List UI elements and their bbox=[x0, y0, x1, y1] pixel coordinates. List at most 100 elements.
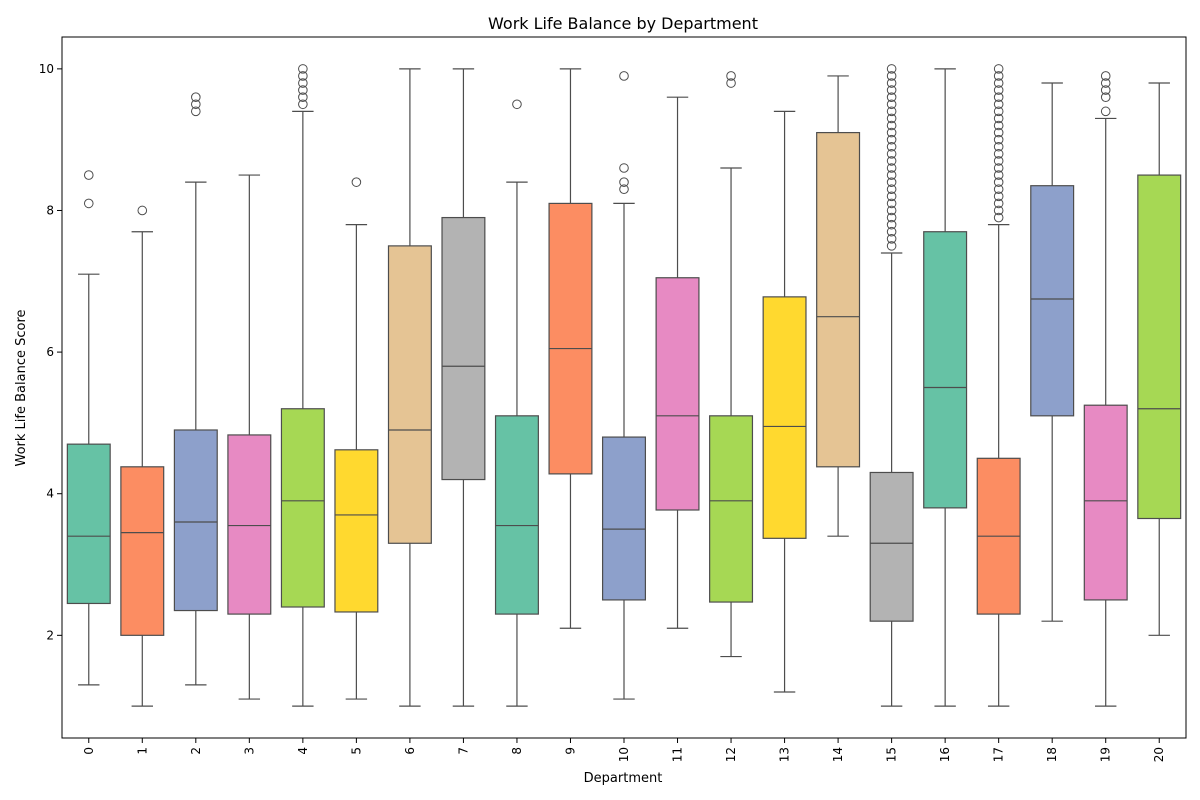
outlier-point bbox=[1100, 106, 1111, 117]
box-group-7 bbox=[441, 68, 486, 707]
x-tick-label: 7 bbox=[456, 747, 470, 755]
x-tick-label: 13 bbox=[778, 747, 792, 762]
outlier-point bbox=[886, 71, 897, 81]
box-group-3 bbox=[227, 174, 272, 700]
box-group-13 bbox=[762, 110, 807, 693]
outlier-point bbox=[886, 113, 897, 124]
outlier-point bbox=[886, 99, 897, 110]
outlier-point bbox=[886, 149, 897, 159]
box-group-5 bbox=[334, 177, 379, 700]
outlier-point bbox=[351, 177, 362, 187]
outlier-point bbox=[886, 78, 897, 88]
box-group-20 bbox=[1137, 82, 1182, 636]
outlier-point bbox=[993, 120, 1004, 131]
outlier-point bbox=[886, 163, 897, 173]
outlier-point bbox=[993, 64, 1004, 74]
outlier-point bbox=[993, 205, 1004, 216]
outlier-point bbox=[886, 85, 897, 95]
outlier-point bbox=[886, 92, 897, 102]
box-group-19 bbox=[1083, 71, 1128, 707]
box-group-12 bbox=[709, 71, 754, 658]
outlier-point bbox=[1100, 78, 1111, 88]
outlier-point bbox=[886, 106, 897, 117]
outlier-point bbox=[886, 184, 897, 195]
box-iqr bbox=[655, 277, 700, 511]
outlier-point bbox=[993, 177, 1004, 187]
box-group-2 bbox=[173, 92, 218, 686]
y-tick-label: 6 bbox=[46, 345, 54, 359]
outlier-point bbox=[886, 134, 897, 145]
outlier-point bbox=[993, 163, 1004, 173]
y-tick-label: 10 bbox=[39, 62, 54, 76]
outlier-point bbox=[886, 219, 897, 230]
x-tick-label: 16 bbox=[938, 747, 952, 762]
box-iqr bbox=[1083, 404, 1128, 601]
outlier-point bbox=[993, 106, 1004, 117]
box-iqr bbox=[762, 296, 807, 539]
outlier-point bbox=[191, 99, 201, 110]
box-group-14 bbox=[816, 75, 861, 537]
box-iqr bbox=[816, 131, 861, 468]
outlier-point bbox=[993, 156, 1004, 166]
x-tick-label: 10 bbox=[617, 747, 631, 762]
outlier-point bbox=[993, 141, 1004, 152]
box-iqr bbox=[66, 443, 111, 605]
x-tick-label: 8 bbox=[510, 747, 524, 755]
y-tick-label: 8 bbox=[46, 203, 54, 217]
outlier-point bbox=[726, 78, 736, 88]
y-axis-title: Work Life Balance Score bbox=[14, 309, 29, 466]
outlier-point bbox=[298, 78, 308, 88]
outlier-point bbox=[298, 64, 308, 74]
outlier-point bbox=[993, 85, 1004, 95]
box-group-4 bbox=[280, 64, 325, 707]
outlier-point bbox=[886, 156, 897, 166]
outlier-point bbox=[886, 205, 897, 216]
x-tick-label: 3 bbox=[242, 747, 256, 755]
outlier-point bbox=[726, 71, 736, 81]
outlier-point bbox=[886, 191, 897, 202]
outlier-point bbox=[993, 170, 1004, 180]
outlier-point bbox=[993, 78, 1004, 88]
outlier-point bbox=[993, 149, 1004, 159]
box-group-16 bbox=[923, 68, 968, 707]
box-iqr bbox=[869, 471, 914, 622]
outlier-point bbox=[298, 92, 308, 102]
box-iqr bbox=[280, 408, 325, 608]
x-tick-label: 12 bbox=[724, 747, 738, 762]
outlier-point bbox=[886, 170, 897, 180]
box-iqr bbox=[173, 429, 218, 612]
outlier-point bbox=[886, 198, 897, 209]
x-tick-label: 17 bbox=[992, 747, 1006, 762]
x-tick-label: 9 bbox=[563, 747, 577, 755]
box-group-17 bbox=[976, 64, 1021, 707]
box-iqr bbox=[227, 434, 272, 615]
x-axis-title: Department bbox=[584, 771, 663, 786]
outlier-point bbox=[619, 71, 629, 81]
outlier-point bbox=[993, 184, 1004, 195]
outlier-point bbox=[619, 184, 629, 195]
x-tick-label: 11 bbox=[671, 747, 685, 762]
box-group-0 bbox=[66, 170, 111, 686]
box-iqr bbox=[923, 231, 968, 509]
box-group-6 bbox=[387, 68, 432, 707]
outlier-point bbox=[886, 177, 897, 187]
outlier-point bbox=[993, 71, 1004, 81]
x-tick-label: 18 bbox=[1045, 747, 1059, 762]
outlier-point bbox=[298, 71, 308, 81]
outlier-point bbox=[512, 99, 522, 110]
y-tick-label: 2 bbox=[46, 628, 54, 642]
x-tick-label: 20 bbox=[1152, 747, 1166, 762]
outlier-point bbox=[993, 191, 1004, 202]
box-iqr bbox=[1030, 185, 1075, 417]
chart-title: Work Life Balance by Department bbox=[488, 14, 758, 33]
outlier-point bbox=[886, 234, 897, 244]
outlier-point bbox=[298, 85, 308, 95]
outlier-point bbox=[191, 106, 201, 117]
outlier-point bbox=[619, 163, 629, 173]
box-group-10 bbox=[601, 71, 647, 700]
box-group-11 bbox=[655, 96, 700, 629]
outlier-point bbox=[993, 92, 1004, 102]
outlier-point bbox=[886, 141, 897, 152]
